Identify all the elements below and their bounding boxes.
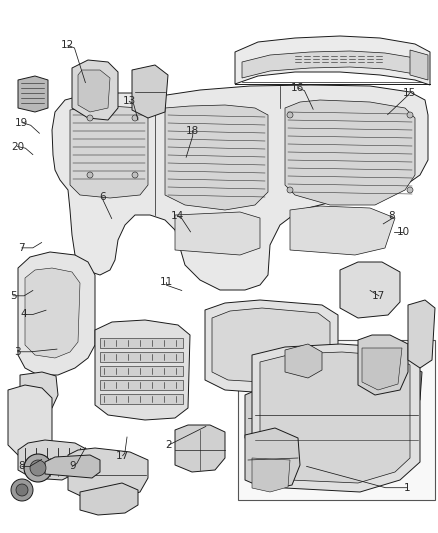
Circle shape [132,172,138,178]
Polygon shape [252,458,290,492]
Circle shape [87,115,93,121]
Polygon shape [52,85,428,290]
Polygon shape [80,483,138,515]
Polygon shape [78,70,110,112]
Polygon shape [95,320,190,420]
Polygon shape [18,252,95,375]
Polygon shape [242,51,422,78]
Text: 17: 17 [372,291,385,301]
Polygon shape [100,338,183,348]
Text: 3: 3 [14,347,21,357]
Text: 11: 11 [160,278,173,287]
Polygon shape [100,394,183,404]
Text: 8: 8 [18,462,25,471]
Polygon shape [285,344,322,378]
Text: 1: 1 [404,483,411,492]
Polygon shape [340,262,400,318]
Circle shape [287,112,293,118]
Text: 12: 12 [61,41,74,50]
Polygon shape [252,344,420,492]
Text: 5: 5 [10,291,17,301]
Circle shape [16,484,28,496]
Polygon shape [290,206,395,255]
Text: 10: 10 [396,227,410,237]
Text: 20: 20 [11,142,24,151]
Polygon shape [212,308,330,384]
Circle shape [287,187,293,193]
Polygon shape [132,65,168,118]
Circle shape [132,115,138,121]
Text: 6: 6 [99,192,106,202]
Polygon shape [20,372,58,408]
Circle shape [407,187,413,193]
Circle shape [87,172,93,178]
Polygon shape [408,300,435,368]
Polygon shape [388,365,422,405]
Text: 2: 2 [165,440,172,450]
Polygon shape [8,385,52,460]
Polygon shape [68,448,148,500]
Polygon shape [260,352,410,483]
Polygon shape [245,428,300,490]
Polygon shape [410,50,428,80]
Text: 8: 8 [389,211,396,221]
Polygon shape [165,105,268,210]
Text: 9: 9 [69,462,76,471]
Polygon shape [235,36,430,85]
Text: 4: 4 [21,310,28,319]
Text: 16: 16 [291,83,304,93]
Polygon shape [18,76,48,112]
Polygon shape [100,366,183,376]
Polygon shape [25,268,80,358]
Polygon shape [205,300,338,395]
Polygon shape [100,352,183,362]
Polygon shape [175,212,260,255]
Text: 18: 18 [186,126,199,135]
Text: 17: 17 [116,451,129,461]
Text: 15: 15 [403,88,416,98]
Polygon shape [18,440,88,480]
Polygon shape [100,380,183,390]
Text: 7: 7 [18,243,25,253]
Polygon shape [175,425,225,472]
Polygon shape [362,348,402,390]
Polygon shape [285,100,415,205]
Polygon shape [358,335,408,395]
Circle shape [407,112,413,118]
Text: 13: 13 [123,96,136,106]
Circle shape [24,454,52,482]
Circle shape [30,460,46,476]
Polygon shape [70,106,148,198]
Polygon shape [238,340,435,500]
Polygon shape [245,385,310,448]
Text: 14: 14 [171,211,184,221]
Text: 19: 19 [15,118,28,127]
Polygon shape [72,60,118,120]
Polygon shape [45,455,100,478]
Polygon shape [255,420,295,448]
Circle shape [11,479,33,501]
